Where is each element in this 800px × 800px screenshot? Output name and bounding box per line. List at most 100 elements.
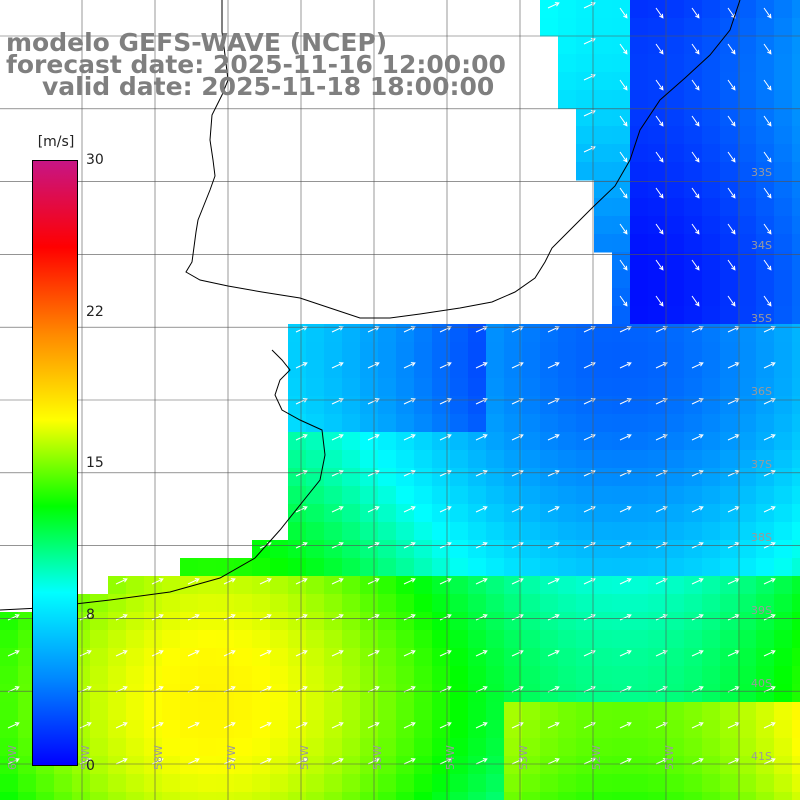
wind-cell bbox=[666, 486, 685, 505]
wind-cell bbox=[342, 702, 361, 721]
wind-arrow bbox=[619, 115, 628, 127]
wind-cell bbox=[522, 666, 541, 685]
wind-cell bbox=[216, 612, 235, 631]
wind-cell bbox=[486, 702, 505, 721]
wind-cell bbox=[594, 0, 613, 19]
wind-arrow bbox=[763, 614, 776, 621]
wind-cell bbox=[756, 126, 775, 145]
wind-cell bbox=[666, 54, 685, 73]
wind-cell bbox=[414, 468, 433, 487]
wind-arrow bbox=[331, 506, 344, 513]
wind-cell bbox=[738, 180, 757, 199]
wind-cell bbox=[576, 504, 595, 523]
wind-cell bbox=[414, 486, 433, 505]
wind-cell bbox=[648, 576, 667, 595]
wind-cell bbox=[738, 234, 757, 253]
wind-cell bbox=[540, 486, 559, 505]
wind-arrow bbox=[331, 362, 344, 369]
wind-cell bbox=[630, 504, 649, 523]
wind-cell bbox=[684, 720, 703, 739]
wind-cell bbox=[378, 540, 397, 559]
wind-cell bbox=[774, 720, 793, 739]
wind-arrow bbox=[475, 614, 488, 621]
wind-arrow bbox=[655, 578, 668, 585]
wind-arrow bbox=[331, 578, 344, 585]
wind-cell bbox=[666, 630, 685, 649]
wind-cell bbox=[90, 594, 109, 613]
wind-cell bbox=[630, 180, 649, 199]
wind-cell bbox=[90, 648, 109, 667]
wind-arrow bbox=[331, 722, 344, 729]
wind-cell bbox=[0, 738, 19, 757]
wind-cell bbox=[702, 180, 721, 199]
wind-cell bbox=[162, 648, 181, 667]
wind-cell bbox=[612, 738, 631, 757]
wind-cell bbox=[666, 702, 685, 721]
wind-cell bbox=[486, 378, 505, 397]
wind-cell bbox=[666, 468, 685, 487]
wind-cell bbox=[792, 324, 800, 343]
wind-cell bbox=[738, 522, 757, 541]
wind-cell bbox=[450, 468, 469, 487]
wind-cell bbox=[792, 594, 800, 613]
wind-cell bbox=[666, 216, 685, 235]
wind-cell bbox=[648, 792, 667, 800]
wind-cell bbox=[648, 630, 667, 649]
wind-cell bbox=[468, 702, 487, 721]
wind-cell bbox=[468, 414, 487, 433]
wind-cell bbox=[594, 378, 613, 397]
wind-cell bbox=[612, 342, 631, 361]
wind-cell bbox=[288, 756, 307, 775]
wind-cell bbox=[504, 648, 523, 667]
wind-cell bbox=[378, 630, 397, 649]
wind-cell bbox=[126, 666, 145, 685]
wind-arrow bbox=[691, 722, 704, 729]
wind-cell bbox=[576, 486, 595, 505]
wind-cell bbox=[576, 18, 595, 37]
wind-cell bbox=[630, 468, 649, 487]
wind-cell bbox=[702, 504, 721, 523]
wind-cell bbox=[504, 504, 523, 523]
wind-cell bbox=[288, 504, 307, 523]
wind-cell bbox=[792, 432, 800, 451]
wind-arrow bbox=[655, 650, 668, 657]
wind-cell bbox=[666, 684, 685, 703]
wind-cell bbox=[450, 540, 469, 559]
wind-cell bbox=[792, 720, 800, 739]
wind-cell bbox=[504, 540, 523, 559]
wind-cell bbox=[666, 306, 685, 325]
wind-cell bbox=[666, 18, 685, 37]
wind-arrow bbox=[691, 115, 700, 127]
wind-arrow bbox=[151, 650, 164, 657]
wind-cell bbox=[252, 702, 271, 721]
wind-cell bbox=[0, 792, 19, 800]
wind-cell bbox=[414, 504, 433, 523]
wind-cell bbox=[342, 684, 361, 703]
wind-cell bbox=[504, 486, 523, 505]
wind-arrow bbox=[223, 614, 236, 621]
wind-cell bbox=[720, 702, 739, 721]
wind-cell bbox=[306, 630, 325, 649]
wind-cell bbox=[666, 270, 685, 289]
wind-cell bbox=[630, 414, 649, 433]
wind-cell bbox=[0, 612, 19, 631]
wind-cell bbox=[216, 720, 235, 739]
wind-cell bbox=[738, 144, 757, 163]
wind-cell bbox=[360, 450, 379, 469]
wind-cell bbox=[198, 612, 217, 631]
wind-cell bbox=[342, 594, 361, 613]
wind-cell bbox=[396, 324, 415, 343]
wind-cell bbox=[108, 648, 127, 667]
wind-cell bbox=[414, 432, 433, 451]
wind-cell bbox=[342, 450, 361, 469]
wind-cell bbox=[522, 702, 541, 721]
wind-arrow bbox=[763, 187, 772, 199]
wind-cell bbox=[558, 792, 577, 800]
wind-cell bbox=[684, 684, 703, 703]
wind-cell bbox=[756, 270, 775, 289]
wind-cell bbox=[504, 342, 523, 361]
wind-cell bbox=[594, 432, 613, 451]
wind-cell bbox=[594, 36, 613, 55]
wind-cell bbox=[360, 486, 379, 505]
wind-cell bbox=[630, 486, 649, 505]
